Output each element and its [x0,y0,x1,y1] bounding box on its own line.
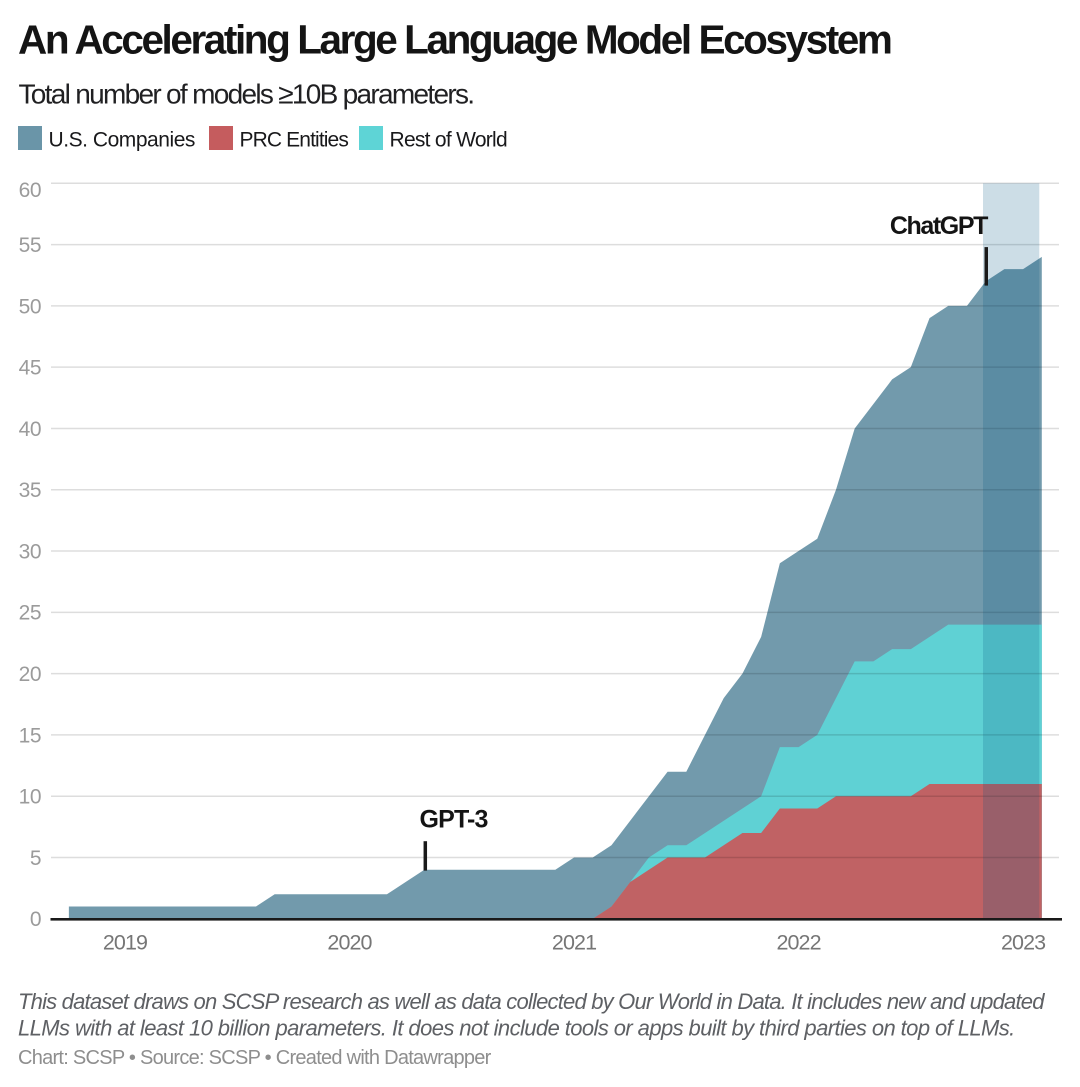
svg-text:LLMs with at least 10 billion: LLMs with at least 10 billion parameters… [18,1016,1015,1041]
svg-text:0: 0 [30,908,41,931]
svg-text:This dataset draws on SCSP res: This dataset draws on SCSP research as w… [18,989,1045,1014]
svg-text:25: 25 [19,602,41,625]
svg-text:40: 40 [19,418,41,441]
svg-text:GPT-3: GPT-3 [420,805,488,833]
svg-text:2019: 2019 [103,930,147,954]
svg-text:U.S. Companies: U.S. Companies [49,129,195,152]
svg-text:Chart: SCSP • Source: SCSP • C: Chart: SCSP • Source: SCSP • Created wit… [18,1047,492,1069]
svg-text:55: 55 [19,234,41,257]
svg-text:60: 60 [19,179,41,202]
svg-text:Rest of World: Rest of World [390,129,508,152]
svg-text:2020: 2020 [327,930,372,954]
svg-text:An Accelerating Large Language: An Accelerating Large Language Model Eco… [18,17,891,63]
svg-text:50: 50 [19,295,41,318]
svg-text:2023: 2023 [1001,930,1046,954]
svg-text:PRC Entities: PRC Entities [240,129,349,152]
svg-text:2021: 2021 [552,930,596,954]
svg-text:20: 20 [19,663,41,686]
svg-text:10: 10 [19,786,41,809]
svg-text:2022: 2022 [776,930,820,954]
svg-text:ChatGPT: ChatGPT [890,212,988,240]
svg-text:Total number of models ≥10B pa: Total number of models ≥10B parameters. [19,79,474,110]
svg-text:5: 5 [30,847,41,870]
svg-text:45: 45 [19,357,41,380]
svg-text:30: 30 [19,540,41,563]
svg-text:15: 15 [19,724,41,747]
svg-text:35: 35 [19,479,41,502]
